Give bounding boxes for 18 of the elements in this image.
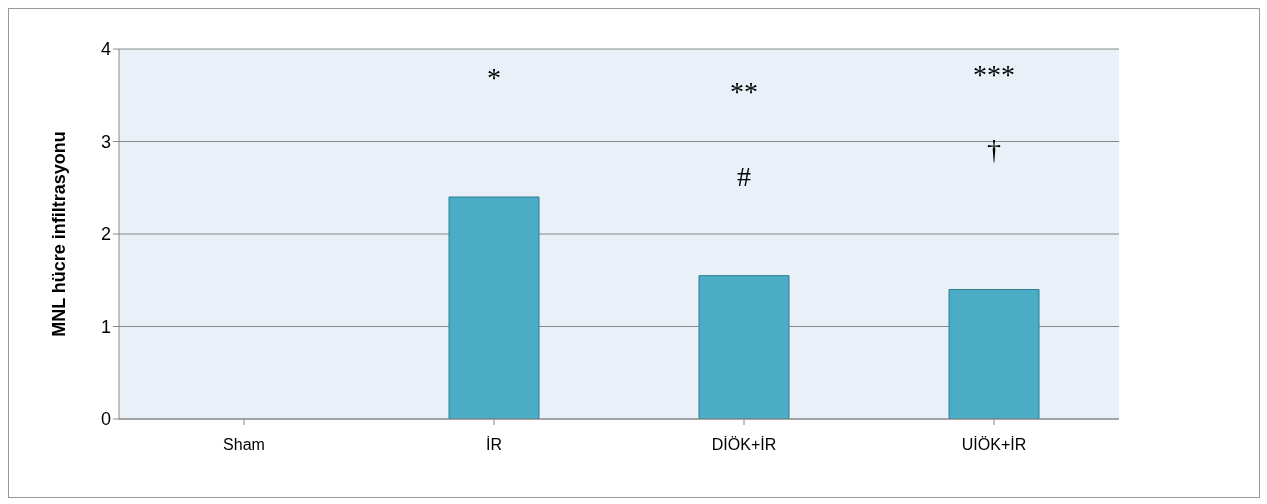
annotation: ** <box>730 75 758 107</box>
y-tick-label: 0 <box>100 409 111 430</box>
annotation: † <box>987 134 1001 166</box>
annotation: *** <box>973 59 1015 91</box>
annotation: # <box>737 160 751 192</box>
y-axis-title: MNL hücre infiltrasyonu <box>49 131 70 337</box>
bar <box>448 196 540 419</box>
annotation: * <box>487 61 501 93</box>
y-tick-label: 2 <box>100 224 111 245</box>
x-tick-label: İR <box>486 435 502 454</box>
bar <box>698 275 790 419</box>
y-tick-label: 3 <box>100 131 111 152</box>
y-tick-label: 4 <box>100 39 111 60</box>
x-tick-label: DİÖK+İR <box>711 435 777 454</box>
x-tick-label: UİÖK+İR <box>961 435 1027 454</box>
y-tick-label: 1 <box>100 316 111 337</box>
x-tick-label: Sham <box>223 436 265 454</box>
bar <box>948 289 1040 419</box>
